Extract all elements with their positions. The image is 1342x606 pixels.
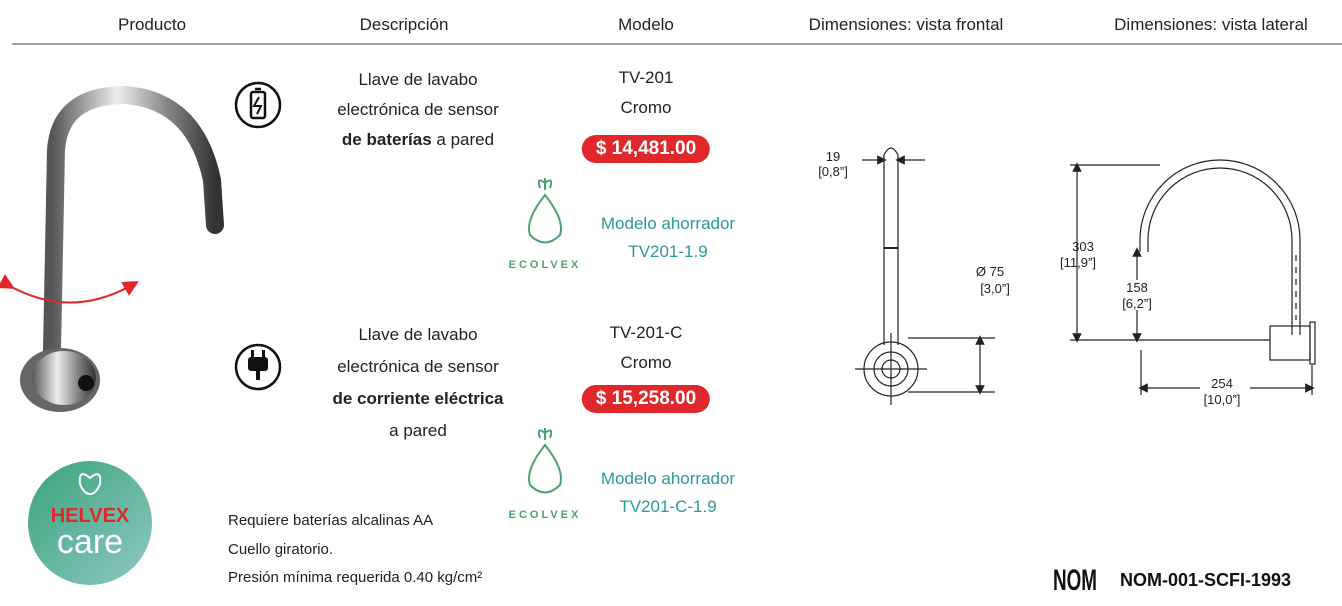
- care-brand: HELVEX: [51, 505, 130, 527]
- plug-icon-part: [262, 350, 265, 358]
- eco-model: TV201-C-1.9: [619, 497, 717, 516]
- description-text: electrónica de sensor: [337, 357, 499, 376]
- faucet-photo: [0, 85, 224, 412]
- plug-icon-part: [256, 370, 260, 380]
- description-line: Llave de lavabo: [358, 325, 477, 345]
- battery-icon-part: [252, 96, 263, 115]
- description-line: electrónica de sensor: [337, 100, 499, 120]
- description-text: a pared: [431, 130, 495, 149]
- eco-label: Modelo ahorrador: [600, 214, 736, 233]
- care-logo: HELVEX care: [28, 461, 152, 585]
- column-header: Dimensiones: vista frontal: [808, 15, 1004, 34]
- side-view-part: [1147, 167, 1293, 335]
- dim-label: Ø 75: [976, 264, 1004, 279]
- eco-logo-part: [537, 178, 553, 190]
- eco-brand: ECOLVEX: [509, 509, 582, 521]
- note: Cuello giratorio.: [228, 541, 334, 558]
- side-view-part: [1139, 159, 1301, 335]
- model: TV-201-C: [609, 323, 683, 342]
- dim-label: 303: [1072, 239, 1094, 254]
- description-text: de baterías: [341, 130, 432, 149]
- care-text: care: [57, 523, 123, 561]
- note: Presión mínima requerida 0.40 kg/cm²: [228, 569, 483, 586]
- battery-icon: [234, 81, 282, 129]
- nom-mark: NOM: [1053, 564, 1097, 597]
- description-line: a pared: [389, 421, 447, 441]
- battery-icon-part: [249, 90, 267, 120]
- description-line: electrónica de sensor: [337, 357, 499, 377]
- dim-label: [11,9”]: [1060, 255, 1096, 270]
- note: Requiere baterías alcalinas AA: [228, 512, 434, 529]
- plug-icon-part: [251, 350, 254, 358]
- faucet-photo-part: [78, 375, 94, 391]
- eco-logo-part: [528, 193, 562, 244]
- finish: Cromo: [620, 353, 672, 372]
- faucet-photo-part: [32, 351, 96, 405]
- price: $ 15,258.00: [581, 385, 711, 413]
- care-logo-part: [78, 473, 102, 496]
- eco-brand: ECOLVEX: [509, 259, 582, 271]
- column-header: Dimensiones: vista lateral: [1114, 15, 1308, 34]
- faucet-photo-part: [0, 274, 139, 304]
- price: $ 14,481.00: [581, 135, 711, 163]
- nom-code: NOM-001-SCFI-1993: [1120, 570, 1291, 590]
- side-view-part: [1269, 325, 1311, 361]
- description-text: Llave de lavabo: [358, 70, 478, 89]
- column-header: Modelo: [618, 15, 674, 34]
- front-view: [855, 147, 995, 405]
- eco-logo-part: [528, 443, 562, 494]
- eco-logo-part: [537, 428, 553, 440]
- description-line: Llave de lavabo: [358, 70, 477, 90]
- model: TV-201: [618, 68, 674, 87]
- dim-label: [6,2”]: [1122, 296, 1152, 311]
- finish: Cromo: [620, 98, 672, 117]
- eco-label: Modelo ahorrador: [600, 469, 736, 488]
- column-header: Descripción: [359, 15, 449, 34]
- eco-logo: [528, 178, 562, 494]
- battery-icon-part: [234, 81, 282, 129]
- dim-label: 158: [1126, 280, 1148, 295]
- dim-label: 19: [826, 149, 840, 164]
- dim-label: [10,0”]: [1204, 392, 1241, 407]
- dim-label: 254: [1211, 376, 1233, 391]
- plug-icon-part: [234, 343, 282, 391]
- side-view: [1070, 159, 1316, 395]
- dim-label: [3,0”]: [980, 281, 1010, 296]
- description-text: a pared: [389, 421, 447, 440]
- plug-icon-part: [248, 357, 268, 371]
- description-text: Llave de lavabo: [358, 325, 478, 344]
- side-view-part: [1309, 321, 1316, 365]
- front-view-part: [883, 147, 899, 345]
- column-header: Producto: [117, 15, 187, 34]
- eco-model: TV201-1.9: [628, 242, 708, 261]
- care-logo-part: [28, 461, 152, 585]
- description-line: de corriente eléctrica: [332, 389, 503, 409]
- description-text: de corriente eléctrica: [332, 389, 504, 408]
- dim-label: [0,8”]: [818, 164, 848, 179]
- faucet-photo-part: [43, 85, 224, 359]
- plug-icon: [234, 343, 282, 391]
- description-line: de baterías a pared: [342, 130, 494, 150]
- description-text: electrónica de sensor: [337, 100, 499, 119]
